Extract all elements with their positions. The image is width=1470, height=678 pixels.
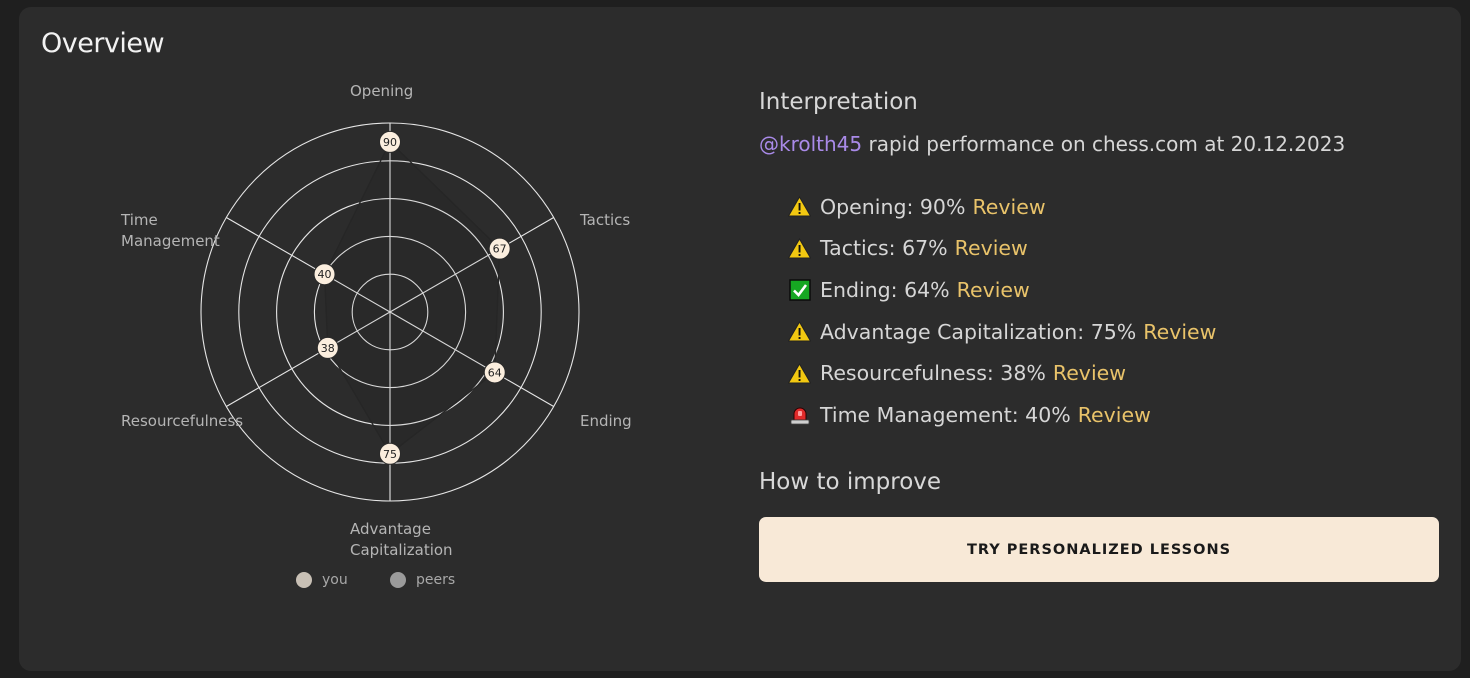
interpretation-heading: Interpretation [759,89,918,115]
review-link[interactable]: Review [972,194,1046,219]
warning-icon [787,321,812,343]
axis-label: Resourcefulness [121,412,243,430]
skill-item: Opening: 90% Review [787,186,1216,228]
data-point-you [316,336,339,359]
data-label-you: 67 [493,243,507,256]
legend-label-peers: peers [416,572,456,588]
siren-icon [787,404,812,426]
data-point-you [379,130,401,153]
review-link[interactable]: Review [1077,402,1151,427]
grid-spoke-2 [389,217,554,313]
interpretation-subtitle: @krolth45 rapid performance on chess.com… [759,132,1345,156]
axis-label: Opening [350,82,413,100]
axis-label: Ending [580,412,632,430]
skill-item-text: Resourcefulness: 38% [820,361,1046,386]
warning-icon [787,362,812,384]
grid-spoke-3 [389,311,554,407]
skill-item: Tactics: 67% Review [787,228,1216,270]
review-link[interactable]: Review [1143,319,1217,344]
data-label-you: 38 [321,342,335,355]
skill-item: Time Management: 40% Review [787,394,1216,436]
skill-item-text: Opening: 90% [820,194,966,219]
series-you-area [323,140,501,455]
data-label-you: 64 [488,366,502,379]
grid-spoke-6 [226,217,391,313]
data-point-you [483,361,506,384]
card-title: Overview [41,28,165,59]
legend-item-you[interactable]: you [296,570,348,590]
skill-item-text: Ending: 64% [820,277,950,302]
legend-item-peers[interactable]: peers [390,570,455,590]
legend-label-you: you [322,572,348,588]
data-point-you [313,263,336,286]
username-link[interactable]: @krolth45 [759,132,863,156]
radar-chart: 90 67 64 75 38 40 Opening Tactics Ending Advantag… [120,82,632,559]
try-lessons-button[interactable]: TRY PERSONALIZED LESSONS [759,517,1439,582]
skill-item: Ending: 64% Review [787,269,1216,311]
axis-label: Tactics [579,211,630,229]
data-point-you [379,442,401,465]
data-point-you [488,237,511,260]
legend-swatch-peers [390,572,406,588]
skill-item-text: Time Management: 40% [820,402,1071,427]
skill-item: Advantage Capitalization: 75% Review [787,311,1216,353]
skill-item-text: Tactics: 67% [820,236,948,261]
check-icon [787,279,812,301]
review-link[interactable]: Review [956,277,1030,302]
axis-label: Time Management [120,211,220,250]
legend-swatch-you [296,572,312,588]
review-link[interactable]: Review [954,236,1028,261]
data-label-you: 90 [383,136,397,149]
grid-spoke-5 [226,311,391,407]
subtitle-text: rapid performance on chess.com at 20.12.… [862,132,1346,156]
warning-icon [787,237,812,259]
skill-item: Resourcefulness: 38% Review [787,352,1216,394]
warning-icon [787,196,812,218]
improve-heading: How to improve [759,469,942,495]
overview-card: Overview 90 67 64 75 38 40 Opening Tactics Endin… [19,7,1461,671]
review-link[interactable]: Review [1052,361,1127,386]
data-label-you: 75 [383,448,397,461]
skill-item-text: Advantage Capitalization: 75% [820,319,1137,344]
data-label-you: 40 [318,268,332,281]
axis-label: Advantage Capitalization [350,520,453,559]
skill-list: Opening: 90% Review Tactics: 67% Review Endi… [787,186,1216,436]
